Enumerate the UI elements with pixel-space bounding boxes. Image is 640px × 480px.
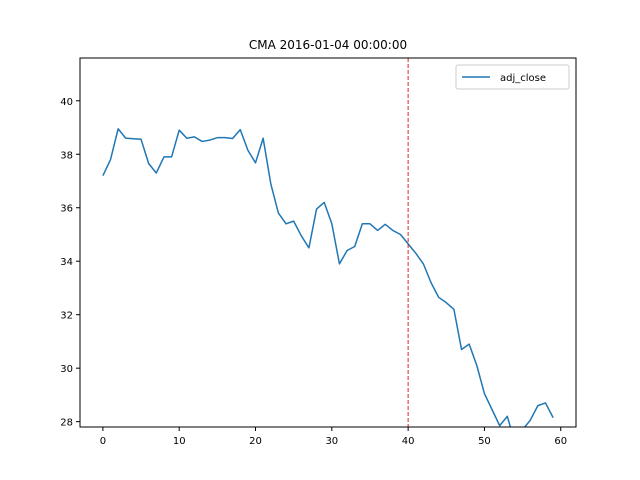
x-tick-label: 30: [325, 436, 338, 447]
legend: adj_close: [455, 64, 570, 90]
x-tick-label: 40: [402, 436, 415, 447]
x-tick-label: 50: [478, 436, 491, 447]
plot-area: [102, 58, 554, 427]
y-tick-label: 32: [60, 311, 73, 322]
y-tick-label: 38: [60, 150, 73, 161]
y-tick-label: 40: [60, 97, 73, 108]
y-axis: 28 30 32 34 36 38 40: [60, 97, 80, 429]
chart-title: CMA 2016-01-04 00:00:00: [249, 38, 407, 52]
y-tick-label: 34: [60, 257, 73, 268]
x-tick-label: 0: [100, 436, 106, 447]
x-tick-label: 10: [173, 436, 186, 447]
legend-label: adj_close: [500, 73, 546, 84]
y-tick-label: 30: [60, 364, 73, 375]
legend-box: [455, 64, 570, 90]
x-tick-label: 60: [554, 436, 567, 447]
x-tick-label: 20: [249, 436, 262, 447]
y-tick-label: 28: [60, 418, 73, 429]
series-line-adj_close: [102, 128, 554, 427]
x-axis: 0 10 20 30 40 50 60: [100, 427, 567, 447]
axes-frame: [79, 57, 577, 428]
y-tick-label: 36: [60, 204, 73, 215]
